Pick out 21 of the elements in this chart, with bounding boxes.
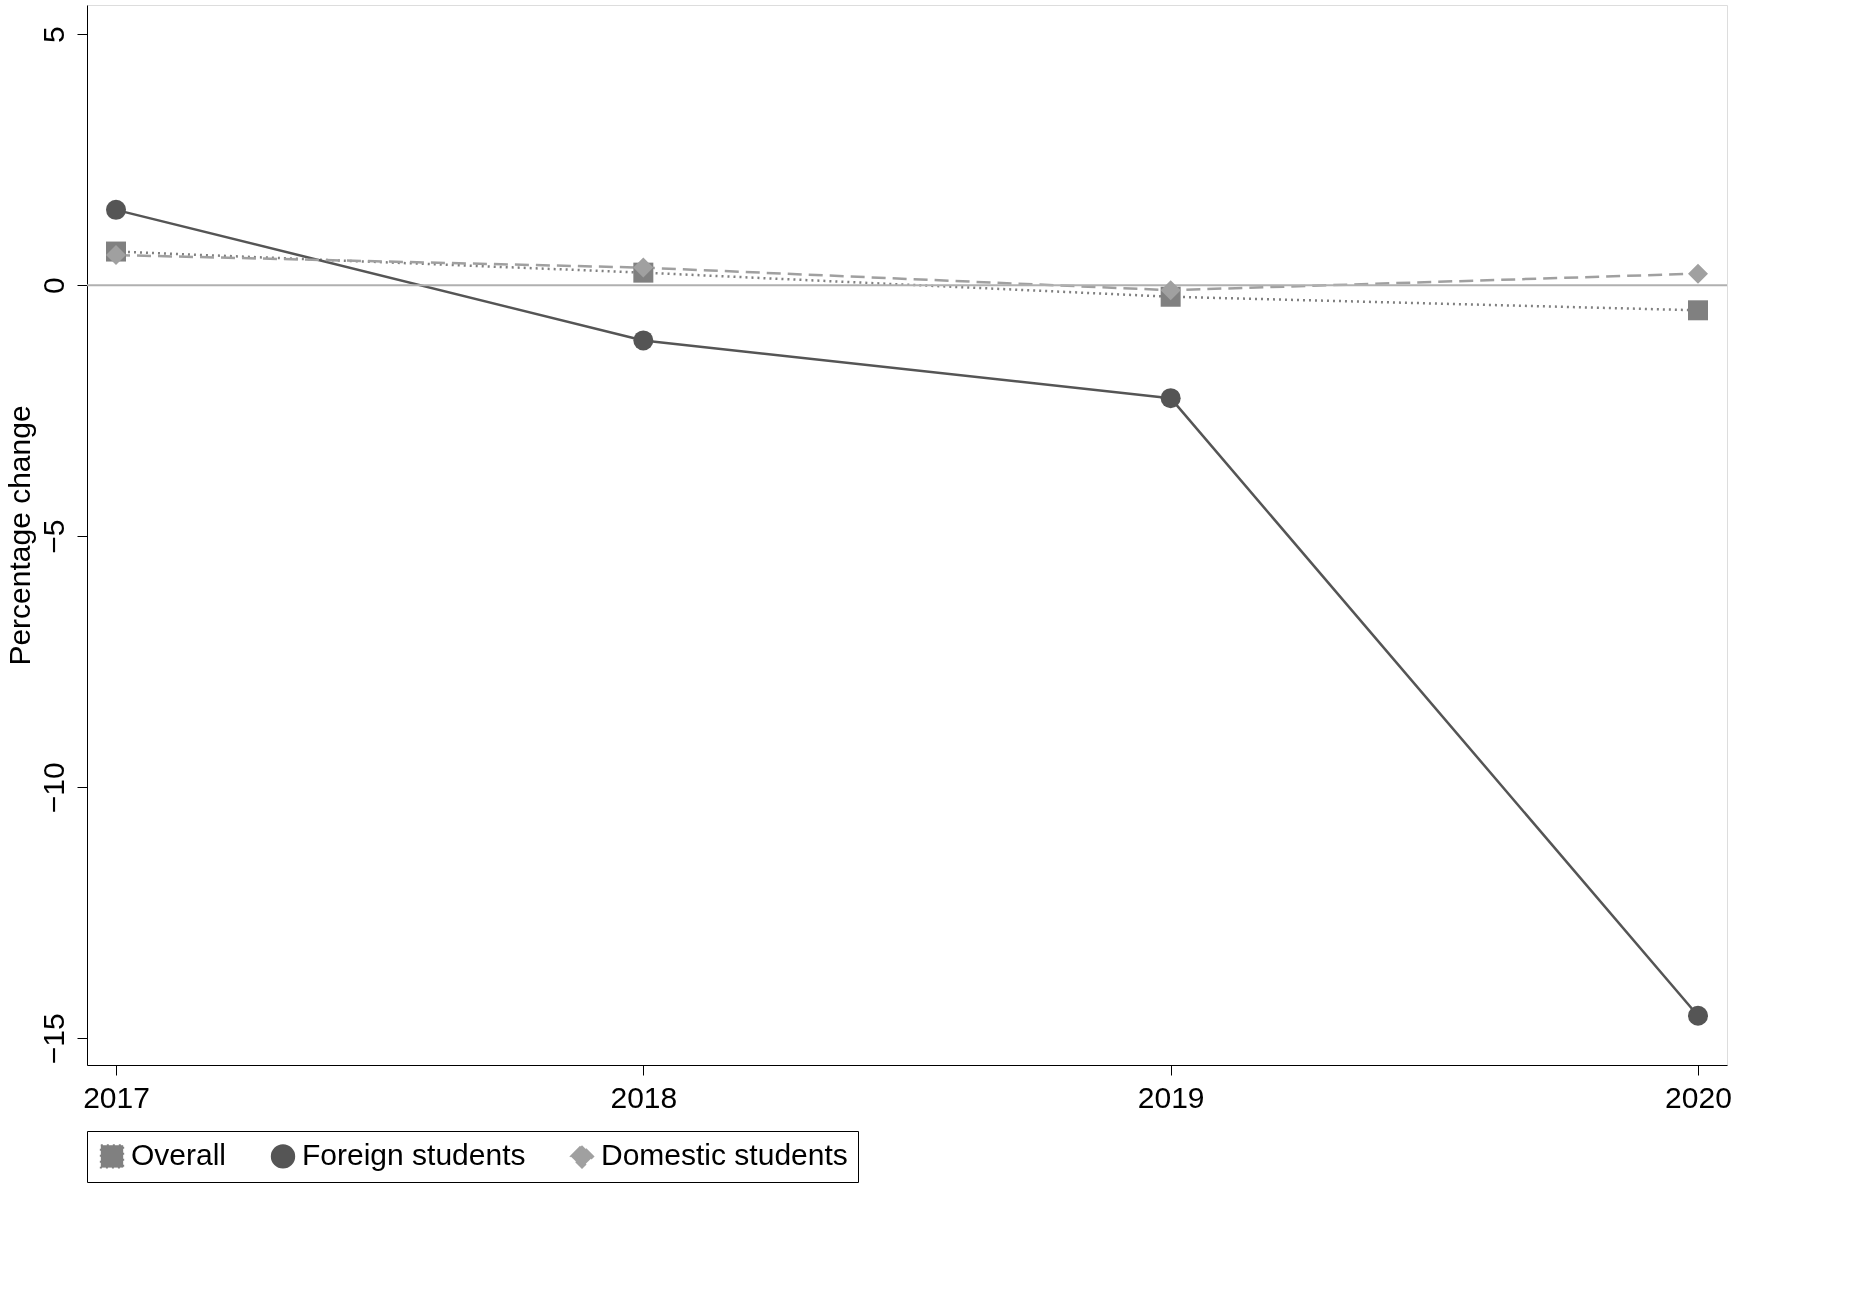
point <box>1160 280 1181 301</box>
y-tick-label: −15 <box>36 1013 70 1065</box>
point <box>1160 388 1181 409</box>
point <box>106 199 126 220</box>
point <box>1688 300 1708 321</box>
legend-label: Domestic students <box>601 1138 848 1172</box>
point <box>1688 263 1708 284</box>
legend-label: Overall <box>131 1138 227 1172</box>
x-tick-label: 2019 <box>1137 1080 1205 1114</box>
point <box>633 257 654 278</box>
y-tick-label: −5 <box>36 519 70 554</box>
x-tick-label: 2017 <box>83 1080 150 1114</box>
y-axis-title: Percentage change <box>2 405 36 666</box>
x-tick-label: 2018 <box>610 1080 678 1114</box>
y-tick-label: 0 <box>36 277 70 295</box>
y-tick-label: 5 <box>36 26 70 43</box>
point <box>633 330 654 351</box>
legend-label: Foreign students <box>302 1138 526 1172</box>
y-tick-label: −10 <box>36 762 70 814</box>
point <box>1688 1005 1708 1026</box>
x-tick-label: 2020 <box>1665 1080 1732 1114</box>
